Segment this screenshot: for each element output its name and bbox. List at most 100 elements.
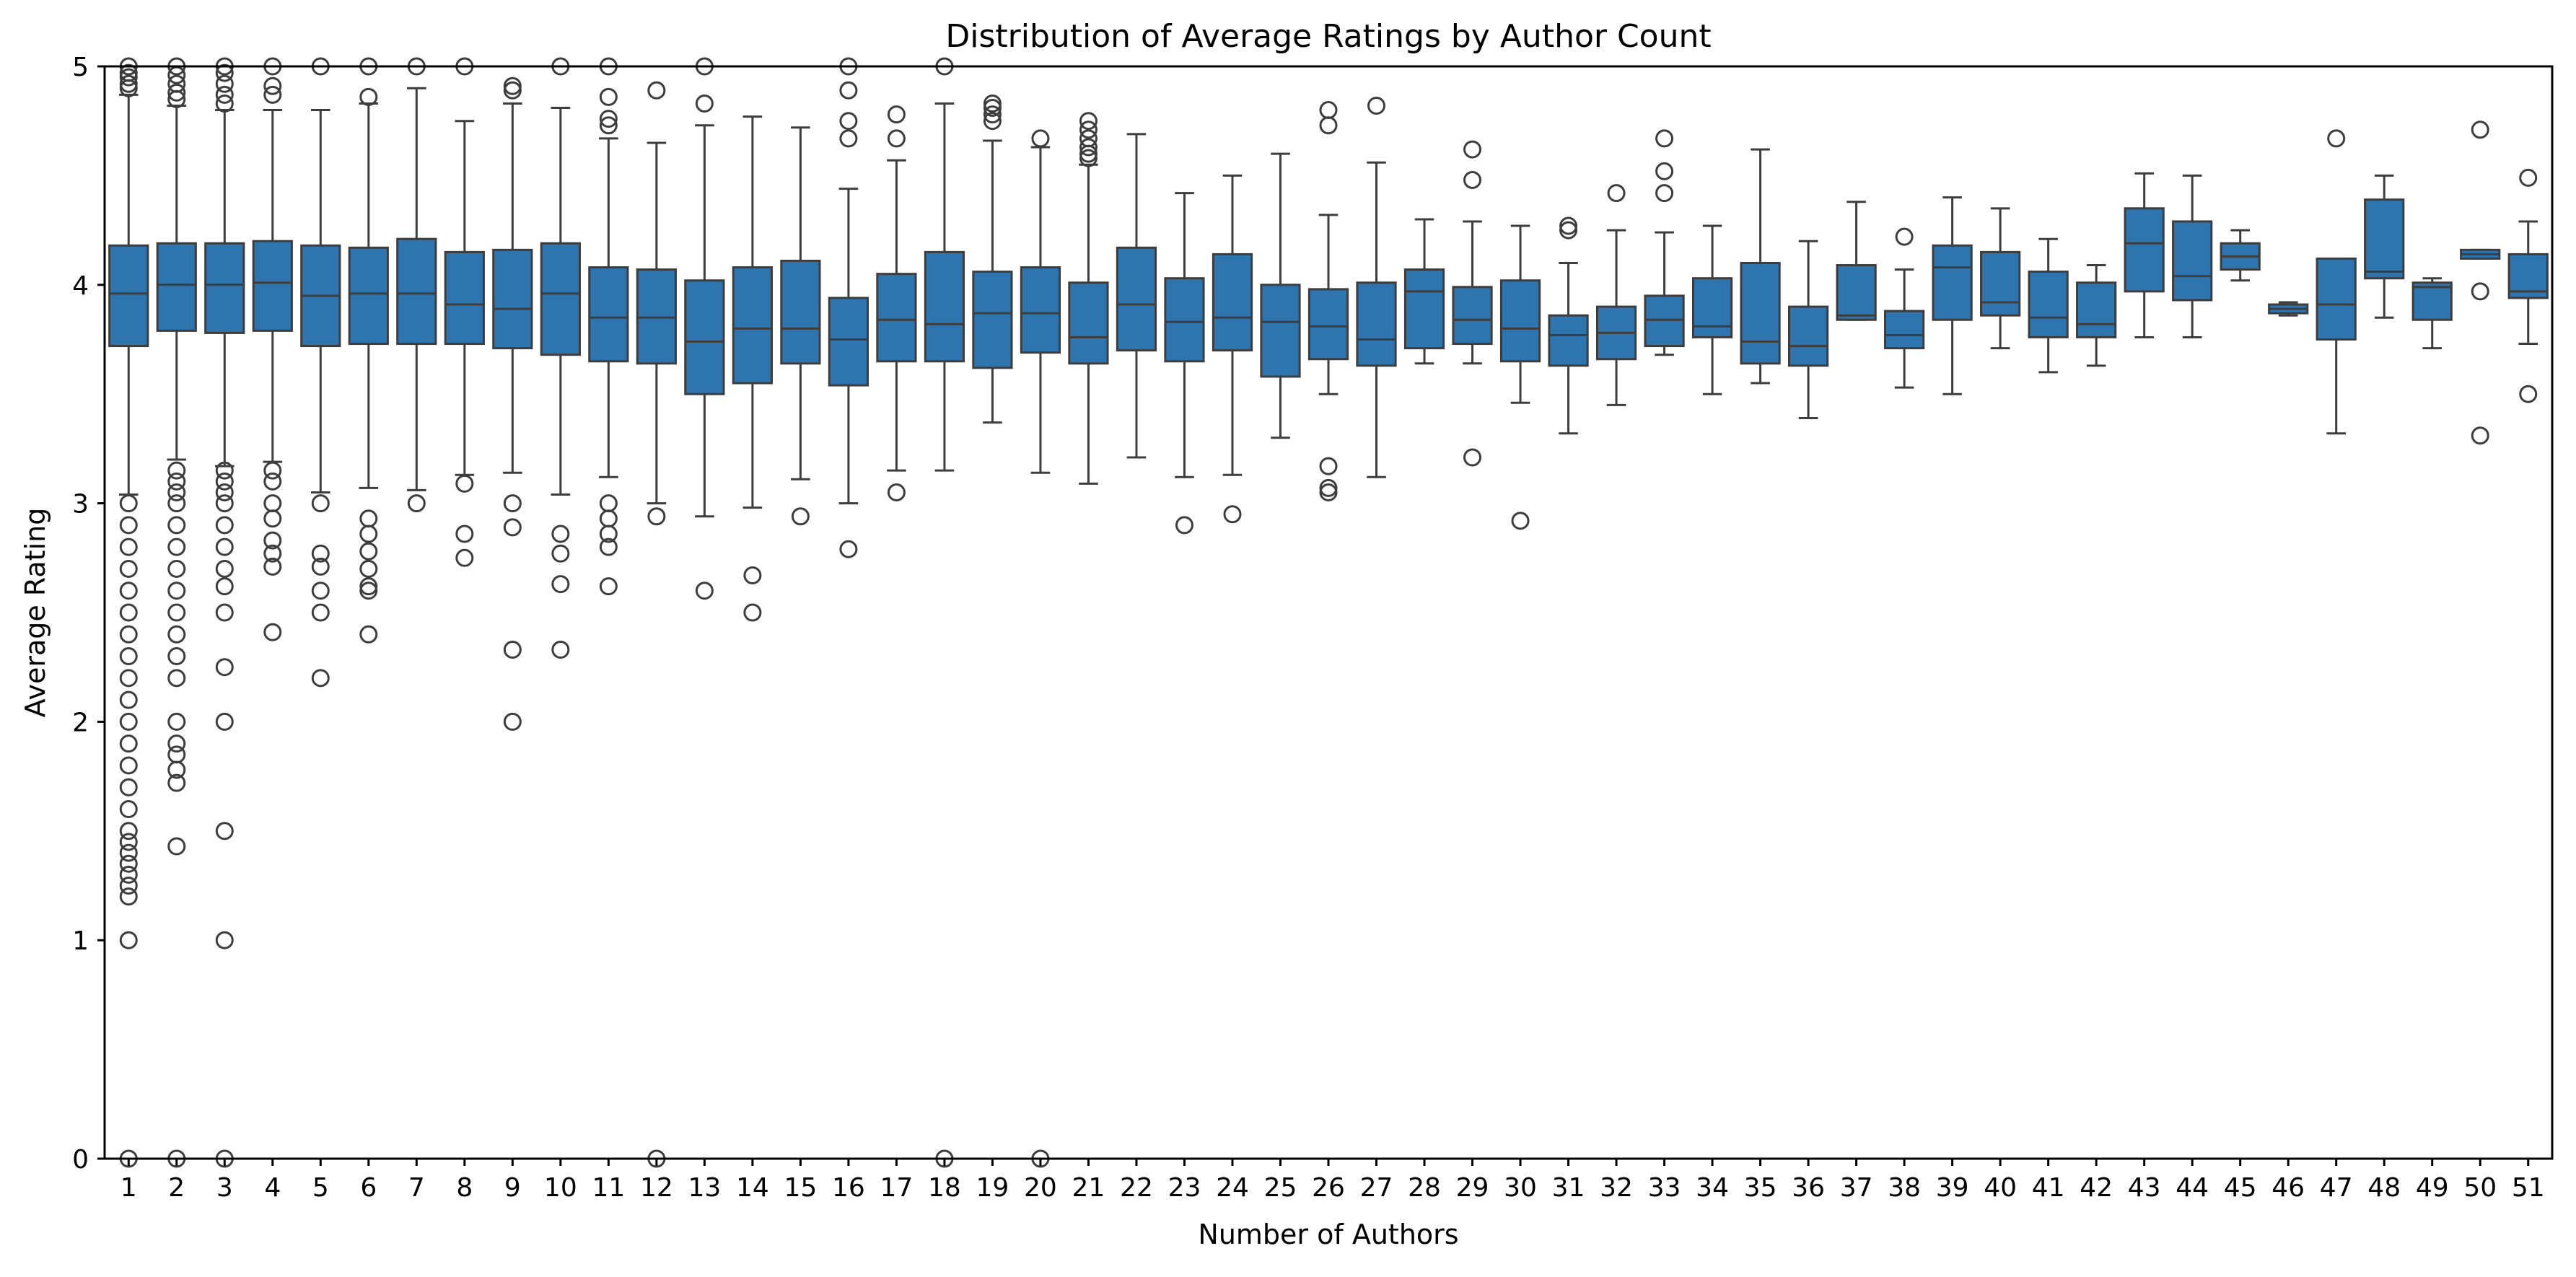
iqr-box [2316,257,2357,341]
x-tick-label: 51 [2512,1173,2545,1203]
iqr-box [780,259,821,365]
outlier-point [1655,129,1674,148]
outlier-point [551,544,570,563]
iqr-box [1307,288,1349,361]
outlier-point [119,833,138,851]
x-tick-label: 16 [832,1173,865,1203]
box-group-26 [1307,101,1349,501]
x-tick-label: 5 [312,1173,329,1203]
iqr-box [876,273,917,363]
outlier-point [215,494,234,513]
box-group-50 [2460,120,2501,445]
outlier-point [455,474,474,493]
iqr-box [1260,284,1301,378]
box-group-18 [924,57,965,1168]
outlier-point [167,669,186,688]
outlier-point [839,540,858,558]
x-tick-label: 39 [1936,1173,1969,1203]
outlier-point [2519,385,2538,403]
x-tick-label: 26 [1312,1173,1345,1203]
outlier-point [167,647,186,666]
outlier-point [2327,129,2346,148]
x-tick-label: 6 [360,1173,377,1203]
outlier-point [359,87,378,106]
outlier-point [695,582,714,600]
y-tick-label: 4 [72,271,89,301]
x-tick-label: 4 [264,1173,281,1203]
x-tick-label: 12 [640,1173,673,1203]
box-group-7 [396,57,437,513]
outlier-point [503,640,522,659]
outlier-point [167,483,186,501]
iqr-box [636,268,677,365]
outlier-point [647,81,666,100]
outlier-point [1031,129,1050,148]
outlier-point [599,577,618,596]
outlier-point [215,603,234,622]
iqr-box [1020,266,1061,354]
y-tick-label: 5 [72,53,89,82]
box-group-20 [1020,129,1061,1168]
outlier-point [1319,483,1338,501]
x-tick-label: 3 [216,1173,233,1203]
outlier-point [119,865,138,884]
iqr-box [588,266,629,363]
outlier-point [119,63,138,82]
outlier-point [215,63,234,82]
iqr-box [2076,281,2117,338]
iqr-box [540,242,581,356]
iqr-box [1691,277,1733,338]
x-tick-label: 29 [1456,1173,1489,1203]
outlier-point [119,931,138,949]
outlier-point [119,559,138,578]
box-group-1 [108,57,149,1168]
outlier-point [215,74,234,93]
box-group-19 [972,94,1013,424]
outlier-point [119,843,138,862]
outlier-point [167,712,186,731]
outlier-point [551,640,570,659]
outlier-point [167,625,186,644]
x-tick-label: 22 [1120,1173,1153,1203]
outlier-point [839,81,858,100]
outlier-point [167,559,186,578]
x-tick-label: 23 [1168,1173,1201,1203]
outlier-point [1079,138,1098,157]
box-group-13 [684,57,725,600]
outlier-point [503,518,522,537]
iqr-box [2172,220,2213,302]
box-group-36 [1787,240,1829,420]
iqr-box [1836,264,1877,321]
box-group-43 [2124,172,2165,338]
outlier-point [215,658,234,677]
iqr-box [972,271,1013,369]
outlier-point [1319,478,1338,497]
x-tick-label: 1 [121,1173,137,1203]
outlier-point [983,94,1002,113]
x-tick-label: 24 [1216,1173,1249,1203]
iqr-box [252,240,293,332]
outlier-point [263,509,282,528]
box-group-30 [1499,224,1541,530]
outlier-point [215,712,234,731]
x-tick-label: 17 [880,1173,914,1203]
outlier-point [215,483,234,501]
box-group-22 [1116,133,1157,459]
outlier-point [167,745,186,764]
outlier-point [1223,505,1242,524]
iqr-box [1403,268,1445,350]
outlier-point [1079,120,1098,139]
outlier-point [263,544,282,563]
outlier-point [791,507,810,526]
outlier-point [1463,170,1482,189]
outlier-point [167,837,186,856]
outlier-point [167,83,186,102]
chart-title: Distribution of Average Ratings by Autho… [945,18,1711,55]
outlier-point [1607,184,1626,203]
box-group-28 [1403,218,1445,365]
box-group-41 [2028,237,2069,374]
box-group-12 [636,81,677,1168]
box-group-47 [2316,129,2357,435]
iqr-box [1740,262,1781,365]
iqr-box [492,248,533,350]
